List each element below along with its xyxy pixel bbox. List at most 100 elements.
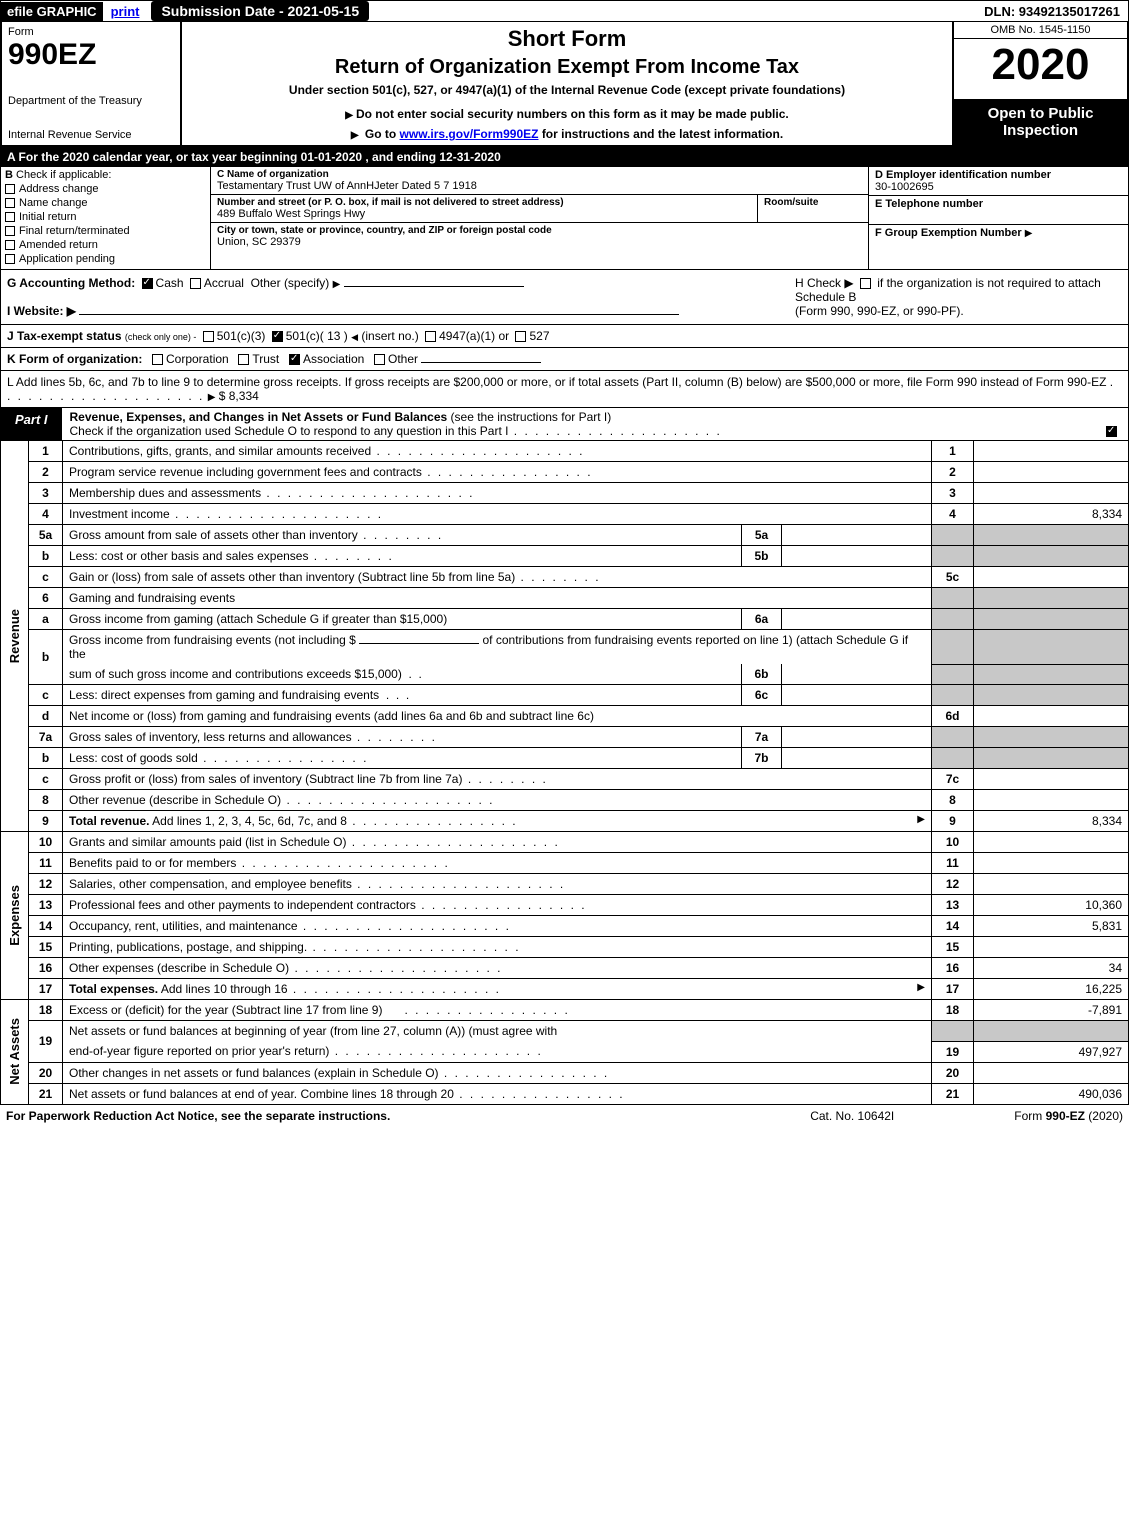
form-ref: Form 990-EZ (2020) <box>1014 1109 1123 1123</box>
header-left: Form 990EZ Department of the Treasury In… <box>2 22 182 145</box>
professional-fees: 10,360 <box>974 895 1129 916</box>
chk-527[interactable] <box>515 331 526 342</box>
chk-initial-return[interactable]: Initial return <box>5 211 206 223</box>
chk-corp[interactable] <box>152 354 163 365</box>
line-7c: c Gross profit or (loss) from sales of i… <box>1 769 1129 790</box>
section-def: D Employer identification number 30-1002… <box>868 167 1128 269</box>
line-12: 12 Salaries, other compensation, and emp… <box>1 874 1129 895</box>
line-19a: 19 Net assets or fund balances at beginn… <box>1 1021 1129 1042</box>
line-15: 15 Printing, publications, postage, and … <box>1 937 1129 958</box>
row-gh: G Accounting Method: Cash Accrual Other … <box>0 270 1129 325</box>
group-exemption-label: F Group Exemption Number <box>875 227 1022 239</box>
ein-label: D Employer identification number <box>875 169 1122 181</box>
line-6b-2: sum of such gross income and contributio… <box>1 664 1129 685</box>
org-name: Testamentary Trust UW of AnnHJeter Dated… <box>217 180 862 192</box>
section-b: B Check if applicable: Address change Na… <box>1 167 211 269</box>
website-row: I Website: ▶ <box>7 304 787 318</box>
line-6: 6 Gaming and fundraising events <box>1 588 1129 609</box>
irs-link[interactable]: www.irs.gov/Form990EZ <box>400 127 539 141</box>
top-bar: efile GRAPHIC print Submission Date - 20… <box>0 0 1129 22</box>
short-form-title: Short Form <box>190 26 944 52</box>
dln: DLN: 93492135017261 <box>976 2 1128 21</box>
chk-accrual[interactable] <box>190 278 201 289</box>
line-14: 14 Occupancy, rent, utilities, and maint… <box>1 916 1129 937</box>
room-label: Room/suite <box>764 197 862 208</box>
expenses-side-label: Expenses <box>7 885 22 946</box>
chk-application-pending[interactable]: Application pending <box>5 253 206 265</box>
open-inspection: Open to Public Inspection <box>954 99 1127 145</box>
street-label: Number and street (or P. O. box, if mail… <box>217 197 751 208</box>
header-center: Short Form Return of Organization Exempt… <box>182 22 952 145</box>
line-11: 11 Benefits paid to or for members 11 <box>1 853 1129 874</box>
omb-number: OMB No. 1545-1150 <box>954 22 1127 39</box>
line-3: 3 Membership dues and assessments 3 <box>1 483 1129 504</box>
chk-address-change[interactable]: Address change <box>5 183 206 195</box>
header-right: OMB No. 1545-1150 2020 Open to Public In… <box>952 22 1127 145</box>
part1-header: Part I Revenue, Expenses, and Changes in… <box>0 408 1129 441</box>
line-7a: 7a Gross sales of inventory, less return… <box>1 727 1129 748</box>
info-block: B Check if applicable: Address change Na… <box>0 167 1129 270</box>
total-expenses: 16,225 <box>974 979 1129 1000</box>
print-link[interactable]: print <box>103 2 148 21</box>
line-8: 8 Other revenue (describe in Schedule O)… <box>1 790 1129 811</box>
line-19b: end-of-year figure reported on prior yea… <box>1 1041 1129 1062</box>
line-6c: c Less: direct expenses from gaming and … <box>1 685 1129 706</box>
line-16: 16 Other expenses (describe in Schedule … <box>1 958 1129 979</box>
revenue-side-label: Revenue <box>7 609 22 663</box>
org-name-label: C Name of organization <box>217 169 862 180</box>
chk-trust[interactable] <box>238 354 249 365</box>
part1-tab: Part I <box>1 408 62 440</box>
line-6b-1: b Gross income from fundraising events (… <box>1 630 1129 665</box>
line-5c: c Gain or (loss) from sale of assets oth… <box>1 567 1129 588</box>
form-header: Form 990EZ Department of the Treasury In… <box>0 22 1129 147</box>
chk-other-org[interactable] <box>374 354 385 365</box>
chk-schedule-o[interactable] <box>1106 426 1117 437</box>
section-h: H Check ▶ if the organization is not req… <box>787 276 1122 318</box>
efile-label: efile GRAPHIC <box>1 2 103 21</box>
line-6a: a Gross income from gaming (attach Sched… <box>1 609 1129 630</box>
line-6d: d Net income or (loss) from gaming and f… <box>1 706 1129 727</box>
row-j: J Tax-exempt status (check only one) - 5… <box>0 325 1129 348</box>
other-expenses: 34 <box>974 958 1129 979</box>
chk-cash[interactable] <box>142 278 153 289</box>
subtitle: Under section 501(c), 527, or 4947(a)(1)… <box>190 83 944 97</box>
investment-income: 8,334 <box>974 504 1129 525</box>
chk-association[interactable] <box>289 354 300 365</box>
row-a-tax-year: A For the 2020 calendar year, or tax yea… <box>0 147 1129 167</box>
line-5b: b Less: cost or other basis and sales ex… <box>1 546 1129 567</box>
net-assets-boy: 497,927 <box>974 1041 1129 1062</box>
form-word: Form <box>8 26 174 38</box>
line-2: 2 Program service revenue including gove… <box>1 462 1129 483</box>
lines-table: Revenue 1 Contributions, gifts, grants, … <box>0 441 1129 1105</box>
occupancy: 5,831 <box>974 916 1129 937</box>
cat-no: Cat. No. 10642I <box>810 1109 894 1123</box>
total-revenue: 8,334 <box>974 811 1129 832</box>
accounting-method: G Accounting Method: Cash Accrual Other … <box>7 276 787 290</box>
phone-label: E Telephone number <box>875 198 1122 210</box>
line-13: 13 Professional fees and other payments … <box>1 895 1129 916</box>
netassets-side-label: Net Assets <box>7 1018 22 1085</box>
line-10: Expenses 10 Grants and similar amounts p… <box>1 832 1129 853</box>
section-c: C Name of organization Testamentary Trus… <box>211 167 868 269</box>
street-value: 489 Buffalo West Springs Hwy <box>217 208 751 220</box>
net-assets-eoy: 490,036 <box>974 1083 1129 1104</box>
chk-501c3[interactable] <box>203 331 214 342</box>
chk-schedule-b[interactable] <box>860 278 871 289</box>
row-k: K Form of organization: Corporation Trus… <box>0 348 1129 371</box>
ssn-warning: Do not enter social security numbers on … <box>190 107 944 121</box>
line-9: 9 Total revenue. Add lines 1, 2, 3, 4, 5… <box>1 811 1129 832</box>
gross-receipts: $ 8,334 <box>219 389 259 403</box>
main-title: Return of Organization Exempt From Incom… <box>190 56 944 79</box>
chk-4947[interactable] <box>425 331 436 342</box>
chk-final-return[interactable]: Final return/terminated <box>5 225 206 237</box>
city-value: Union, SC 29379 <box>217 236 862 248</box>
line-5a: 5a Gross amount from sale of assets othe… <box>1 525 1129 546</box>
line-21: 21 Net assets or fund balances at end of… <box>1 1083 1129 1104</box>
chk-name-change[interactable]: Name change <box>5 197 206 209</box>
line-4: 4 Investment income 4 8,334 <box>1 504 1129 525</box>
chk-501c[interactable] <box>272 331 283 342</box>
chk-amended-return[interactable]: Amended return <box>5 239 206 251</box>
page-footer: For Paperwork Reduction Act Notice, see … <box>0 1105 1129 1127</box>
excess-deficit: -7,891 <box>974 1000 1129 1021</box>
submission-date: Submission Date - 2021-05-15 <box>151 1 369 21</box>
